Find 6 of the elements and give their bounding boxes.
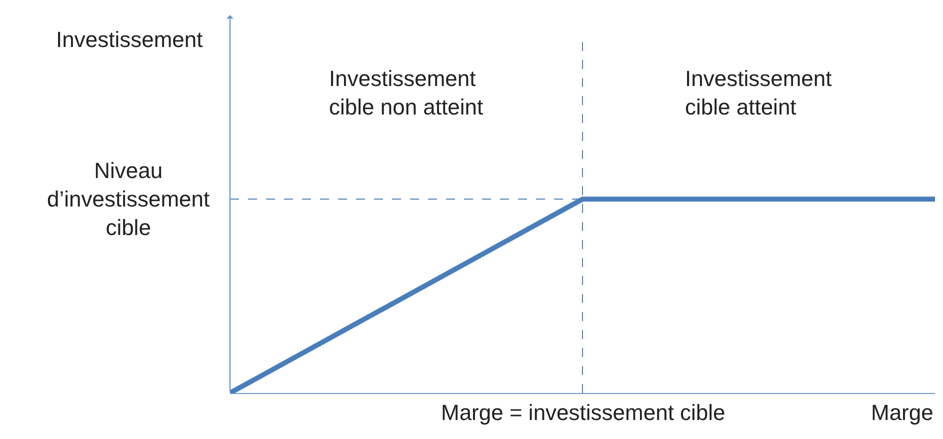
text: Investissement cible non atteint <box>329 66 484 120</box>
text: Investissement <box>56 27 203 52</box>
ref-line-label: Niveau d’investissement cible <box>47 158 210 240</box>
text: Marge = investissement cible <box>441 400 726 425</box>
text: Investissement cible atteint <box>685 66 832 120</box>
x-axis-title: Marge <box>871 400 934 425</box>
